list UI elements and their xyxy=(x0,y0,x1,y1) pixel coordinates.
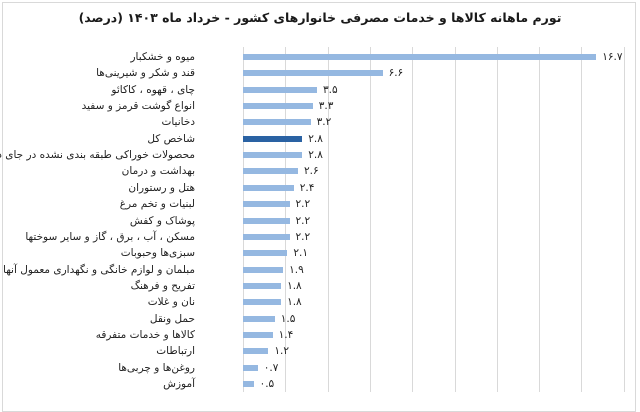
value-label: ۲.۴ xyxy=(299,181,315,194)
value-label: ۶.۶ xyxy=(388,67,404,80)
category-label: نان و غلات xyxy=(147,296,195,309)
category-label: تفریح و فرهنگ xyxy=(130,279,195,292)
value-label: ۲.۶ xyxy=(303,165,319,178)
category-label: آموزش xyxy=(163,378,195,390)
category-label: پوشاک و کفش xyxy=(129,214,195,227)
gridline xyxy=(370,47,371,392)
bar-row: هتل و رستوران ۲.۴ xyxy=(0,180,640,196)
value-label: ۱.۹ xyxy=(289,263,304,276)
bar-row: چای ، قهوه ، کاکائو ۳.۵ xyxy=(0,82,640,98)
category-label: حمل ونقل xyxy=(149,312,195,325)
bar xyxy=(243,184,294,191)
bar-row: پوشاک و کفش ۲.۲ xyxy=(0,213,640,229)
bar xyxy=(243,54,597,60)
value-label: ۲.۲ xyxy=(295,214,311,227)
value-label: ۱۶.۷ xyxy=(602,51,623,63)
bar xyxy=(243,250,288,257)
value-label: ۱.۲ xyxy=(274,345,289,358)
bar-row: سبزی‌ها وحبوبات ۲.۱ xyxy=(0,245,640,261)
value-label: ۱.۴ xyxy=(278,328,294,341)
value-label: ۲.۱ xyxy=(293,247,309,260)
bar xyxy=(243,331,273,338)
value-label: ۰.۷ xyxy=(263,361,279,374)
bar-row: روغن‌ها و چربی‌ها ۰.۷ xyxy=(0,360,640,376)
bar xyxy=(243,201,290,208)
category-label: میوه و خشکبار xyxy=(130,51,195,63)
bar-row: مسکن ، آب ، برق ، گاز و سایر سوختها ۲.۲ xyxy=(0,229,640,245)
bar-row: قند و شکر و شیرینی‌ها ۶.۶ xyxy=(0,65,640,81)
bar-row: شاخص کل ۲.۸ xyxy=(0,131,640,147)
value-label: ۲.۸ xyxy=(308,132,323,145)
bar xyxy=(243,217,290,224)
value-label: ۱.۸ xyxy=(287,296,302,309)
gridline xyxy=(412,47,413,392)
bar-row: کالاها و خدمات متفرقه ۱.۴ xyxy=(0,327,640,343)
bar-row: نان و غلات ۱.۸ xyxy=(0,294,640,310)
category-label: کالاها و خدمات متفرقه xyxy=(95,328,195,341)
bar xyxy=(243,119,311,126)
value-label: ۱.۵ xyxy=(280,312,296,325)
category-label: روغن‌ها و چربی‌ها xyxy=(118,361,195,374)
bar xyxy=(243,364,258,371)
bar xyxy=(243,70,383,77)
value-label: ۰.۵ xyxy=(259,378,275,390)
bar-row: محصولات خوراکی طبقه بندی نشده در جای دیگ… xyxy=(0,147,640,163)
category-label: بهداشت و درمان xyxy=(121,165,195,178)
chart-title: تورم ماهانه کالاها و خدمات مصرفی خانواره… xyxy=(78,10,562,25)
category-label: سبزی‌ها وحبوبات xyxy=(120,247,195,260)
bar xyxy=(243,315,275,322)
bar xyxy=(243,152,303,159)
category-label: ارتباطات xyxy=(156,345,195,358)
category-label: شاخص کل xyxy=(147,132,195,145)
category-label: محصولات خوراکی طبقه بندی نشده در جای دیگ… xyxy=(0,149,195,162)
bar-row: تفریح و فرهنگ ۱.۸ xyxy=(0,278,640,294)
bar-row: انواع گوشت قرمز و سفید ۳.۳ xyxy=(0,98,640,114)
bar-row: ارتباطات ۱.۲ xyxy=(0,343,640,359)
bar-row: مبلمان و لوازم خانگی و نگهداری معمول آنه… xyxy=(0,262,640,278)
category-label: مسکن ، آب ، برق ، گاز و سایر سوختها xyxy=(25,230,195,243)
value-label: ۳.۲ xyxy=(316,116,332,129)
bar-highlighted xyxy=(243,135,303,142)
category-label: قند و شکر و شیرینی‌ها xyxy=(96,67,195,80)
category-label: مبلمان و لوازم خانگی و نگهداری معمول آنه… xyxy=(3,263,195,276)
category-label: لبنیات و تخم مرغ xyxy=(119,198,195,211)
bar xyxy=(243,266,284,273)
category-label: دخانیات xyxy=(161,116,195,129)
value-label: ۲.۸ xyxy=(308,149,323,162)
gridline xyxy=(328,47,329,392)
bar xyxy=(243,233,290,240)
bar-row: حمل ونقل ۱.۵ xyxy=(0,311,640,327)
category-label: انواع گوشت قرمز و سفید xyxy=(81,100,195,113)
bar-row: میوه و خشکبار ۱۶.۷ xyxy=(0,49,640,65)
value-label: ۳.۵ xyxy=(323,83,338,96)
bar xyxy=(243,348,269,355)
bar-row: بهداشت و درمان ۲.۶ xyxy=(0,163,640,179)
bar xyxy=(243,381,254,387)
bar-row: آموزش ۰.۵ xyxy=(0,376,640,392)
value-label: ۳.۳ xyxy=(318,100,334,113)
bar-row: دخانیات ۳.۲ xyxy=(0,114,640,130)
value-label: ۱.۸ xyxy=(287,279,302,292)
bar xyxy=(243,103,313,110)
value-label: ۲.۲ xyxy=(295,198,311,211)
category-label: چای ، قهوه ، کاکائو xyxy=(111,83,195,96)
gridline xyxy=(581,47,582,392)
category-label: هتل و رستوران xyxy=(128,181,195,194)
bar xyxy=(243,86,318,93)
bar xyxy=(243,299,282,306)
gridline xyxy=(624,47,625,392)
value-label: ۲.۲ xyxy=(295,230,311,243)
gridline xyxy=(455,47,456,392)
bar xyxy=(243,168,298,175)
bar-row: لبنیات و تخم مرغ ۲.۲ xyxy=(0,196,640,212)
gridline xyxy=(539,47,540,392)
bar xyxy=(243,282,282,289)
gridline xyxy=(497,47,498,392)
